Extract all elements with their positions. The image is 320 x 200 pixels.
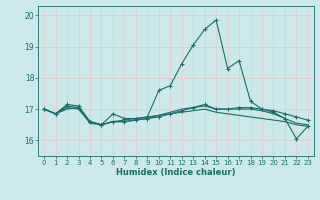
X-axis label: Humidex (Indice chaleur): Humidex (Indice chaleur): [116, 168, 236, 177]
